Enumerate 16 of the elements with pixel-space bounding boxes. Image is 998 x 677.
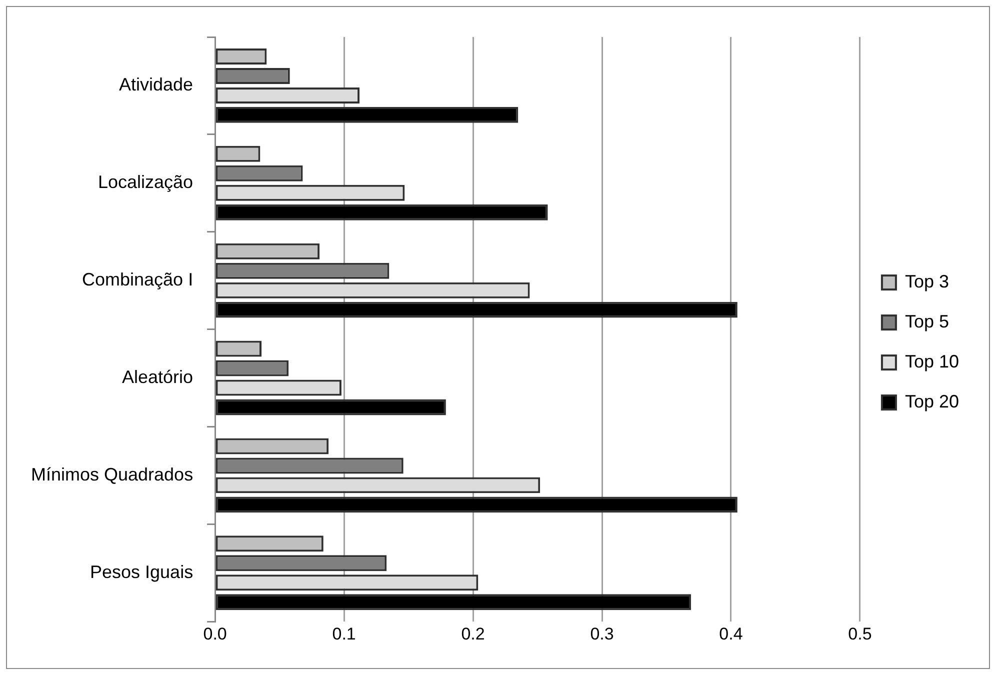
x-tick-label: 0.1 [332,624,356,644]
x-tick-label: 0.0 [203,624,227,644]
legend-label: Top 5 [904,311,950,332]
y-tick-label: Aleatório [122,366,194,387]
legend-label: Top 10 [904,351,960,372]
x-tick-label: 0.2 [461,624,485,644]
y-tick-label: Pesos Iguais [90,562,194,582]
y-tick-label: Atividade [119,74,194,95]
x-tick-label: 0.4 [719,624,743,644]
y-tick-label: Combinação I [82,270,194,290]
x-tick-label: 0.5 [848,624,872,644]
x-tick-label: 0.3 [590,624,614,644]
legend-label: Top 20 [904,391,960,412]
y-tick-label: Localização [98,172,194,192]
y-tick-label: Mínimos Quadrados [30,464,194,484]
legend-label: Top 3 [904,271,950,292]
